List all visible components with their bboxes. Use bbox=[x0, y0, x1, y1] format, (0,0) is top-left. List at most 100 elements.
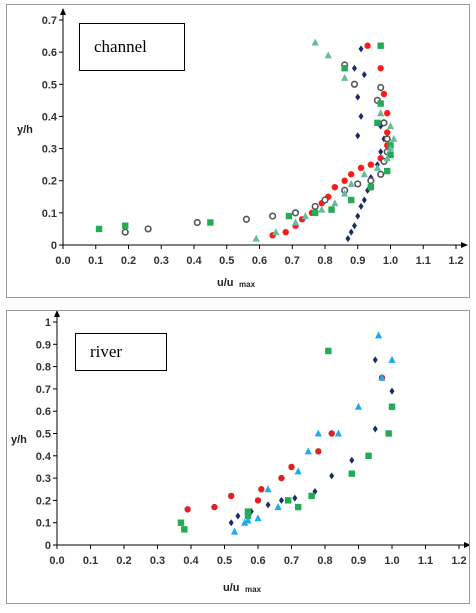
x-tick-label: 0.6 bbox=[252, 255, 267, 267]
data-point-circle bbox=[278, 474, 285, 482]
y-tick-label: 0 bbox=[51, 240, 57, 252]
y-tick-label: 0.8 bbox=[36, 362, 51, 374]
data-point-triangle bbox=[301, 212, 309, 220]
data-point-square bbox=[325, 347, 332, 355]
x-tick-label: 0.3 bbox=[154, 255, 169, 267]
data-point-circle bbox=[384, 129, 391, 136]
data-point-triangle bbox=[375, 331, 383, 339]
x-tick-label: 1.2 bbox=[451, 555, 466, 567]
data-point-square bbox=[348, 470, 355, 477]
data-point-triangle bbox=[331, 199, 339, 207]
data-point-circle bbox=[364, 42, 371, 49]
x-tick-label: 0.4 bbox=[186, 255, 202, 267]
data-point-square bbox=[244, 512, 252, 520]
y-tick-label: 0.6 bbox=[42, 47, 57, 59]
data-point-triangle bbox=[244, 516, 252, 524]
data-point-square bbox=[284, 497, 292, 504]
data-point-triangle bbox=[274, 503, 282, 511]
data-point-square bbox=[95, 225, 103, 233]
data-point-triangle bbox=[252, 234, 260, 242]
x-tick-label: 1.0 bbox=[383, 255, 398, 267]
data-point-diamond bbox=[265, 501, 271, 509]
x-tick-label: 0.9 bbox=[351, 555, 366, 567]
x-tick-label: 0.8 bbox=[317, 555, 332, 567]
y-tick-label: 0.2 bbox=[36, 495, 51, 507]
series-0 bbox=[345, 45, 387, 243]
y-tick-label: 0 bbox=[45, 540, 51, 552]
data-point-ring bbox=[311, 202, 319, 211]
data-point-circle bbox=[367, 161, 375, 168]
x-tick-label: 0.5 bbox=[217, 555, 232, 567]
x-tick-label: 0.7 bbox=[284, 555, 299, 567]
y-tick-label: 0.4 bbox=[42, 111, 58, 123]
data-point-triangle bbox=[354, 402, 363, 410]
x-axis-arrow bbox=[461, 242, 468, 248]
series-2 bbox=[177, 347, 396, 533]
y-tick-label: 1 bbox=[45, 317, 51, 329]
x-tick-label: 1.1 bbox=[416, 255, 431, 267]
data-point-ring bbox=[367, 177, 375, 185]
data-point-ring bbox=[269, 212, 277, 220]
data-point-triangle bbox=[390, 134, 398, 142]
data-point-triangle bbox=[360, 170, 368, 178]
x-tick-label: 0.8 bbox=[317, 255, 332, 267]
data-point-triangle bbox=[334, 429, 342, 437]
y-tick-label: 0.1 bbox=[36, 518, 51, 530]
data-point-diamond bbox=[389, 387, 395, 395]
data-point-triangle bbox=[311, 38, 319, 46]
data-point-circle bbox=[254, 497, 262, 504]
data-point-triangle bbox=[386, 144, 395, 152]
data-point-triangle bbox=[254, 514, 262, 522]
x-axis-label: u/u bbox=[217, 277, 234, 289]
data-point-circle bbox=[328, 430, 335, 437]
x-tick-label: 0.5 bbox=[219, 255, 234, 267]
data-point-ring bbox=[193, 218, 201, 227]
data-point-diamond bbox=[348, 228, 354, 236]
y-tick-label: 0.5 bbox=[36, 429, 51, 441]
data-point-diamond bbox=[361, 71, 367, 79]
data-point-triangle bbox=[294, 467, 302, 475]
x-tick-label: 0.3 bbox=[150, 555, 165, 567]
data-point-ring bbox=[242, 215, 250, 223]
y-tick-label: 0.1 bbox=[42, 208, 57, 220]
data-point-circle bbox=[228, 492, 235, 500]
data-point-ring bbox=[354, 180, 362, 188]
y-tick-label: 0.7 bbox=[36, 384, 51, 396]
data-point-square bbox=[341, 65, 348, 72]
data-point-circle bbox=[184, 506, 191, 513]
data-point-square bbox=[348, 196, 355, 204]
y-tick-label: 0.2 bbox=[42, 176, 57, 188]
data-point-triangle bbox=[264, 485, 272, 493]
x-tick-label: 0.7 bbox=[285, 255, 300, 267]
data-point-ring bbox=[377, 170, 385, 178]
x-tick-label: 0.6 bbox=[250, 555, 265, 567]
data-point-diamond bbox=[355, 212, 361, 220]
y-tick-label: 0.7 bbox=[42, 15, 57, 27]
data-point-diamond bbox=[358, 202, 364, 210]
data-point-ring bbox=[291, 209, 300, 217]
series-2 bbox=[121, 61, 391, 236]
x-tick-label: 1.0 bbox=[384, 555, 399, 567]
data-point-diamond bbox=[351, 64, 357, 72]
data-point-square bbox=[122, 222, 129, 229]
data-point-diamond bbox=[278, 496, 284, 504]
data-point-ring bbox=[383, 135, 391, 143]
data-point-diamond bbox=[351, 222, 357, 230]
data-point-circle bbox=[380, 90, 388, 98]
data-point-triangle bbox=[347, 179, 355, 187]
data-point-triangle bbox=[341, 73, 349, 81]
data-point-circle bbox=[288, 463, 295, 471]
data-point-triangle bbox=[291, 218, 300, 226]
chart-panel-channel: 0.0 0.1 0.2 0.3 0.4 0.5 0.6 0.7 0.8 0.9 1.0 1.1 1.2 0… bbox=[6, 4, 470, 298]
data-point-diamond bbox=[235, 512, 241, 520]
data-point-diamond bbox=[292, 494, 298, 502]
data-point-ring bbox=[350, 80, 359, 88]
x-tick-label: 0.9 bbox=[350, 255, 365, 267]
data-point-square bbox=[244, 508, 252, 515]
y-tick-label: 0.5 bbox=[42, 79, 57, 91]
data-point-square bbox=[377, 100, 384, 107]
y-axis-label: y/h bbox=[17, 124, 33, 136]
data-point-triangle bbox=[314, 429, 322, 437]
series-1 bbox=[184, 374, 396, 513]
data-point-square bbox=[385, 430, 392, 437]
